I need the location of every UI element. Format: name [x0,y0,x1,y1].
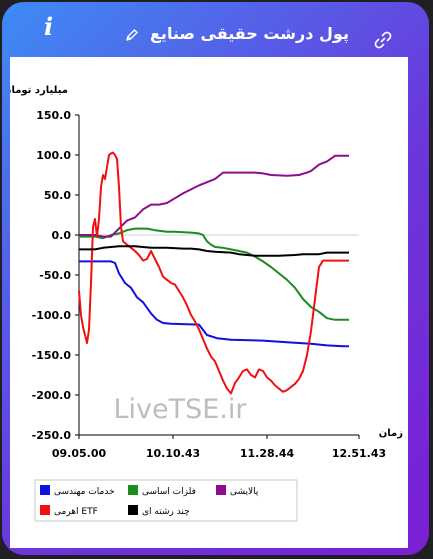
x-tick-label: 10.10.43 [146,447,200,460]
link-icon[interactable] [374,31,392,49]
pencil-icon[interactable] [125,28,139,42]
watermark: LiveTSE.ir [113,394,247,425]
y-tick-label: 50.0 [44,189,71,202]
header-bar: i پول درشت حقیقی صنایع [2,2,429,56]
x-tick-label: 09.05.00 [52,447,107,460]
legend-swatch [128,505,138,515]
x-tick-label: 11.28.44 [240,447,295,460]
series-line-2 [79,154,349,238]
legend-swatch [128,485,138,495]
y-tick-label: -200.0 [32,389,72,402]
y-tick-label: 0.0 [52,229,72,242]
legend-box [34,479,298,522]
y-tick-label: 150.0 [36,109,71,122]
y-tick-label: -100.0 [32,309,72,322]
y-tick-label: 100.0 [36,149,71,162]
series-line-0 [79,260,349,348]
app-card: i پول درشت حقیقی صنایع 150.0 100.0 50.0 0.0… [2,2,429,555]
y-axis-title: میلیارد تومان [10,85,68,96]
legend-swatch [40,485,50,495]
legend-swatch [216,485,226,495]
line-chart: 150.0 100.0 50.0 0.0 -50.0 -100.0 -150.0 -200.0… [3,85,403,522]
legend-label: خدمات مهندسی [54,487,115,497]
series-line-1 [79,227,349,321]
x-tick-label: 12.51.43 [332,447,386,460]
series-line-3 [78,151,349,395]
y-tick-label: -50.0 [39,269,71,282]
legend-label: فلزات اساسی [142,487,196,497]
x-axis-title: زمان [379,428,403,439]
legend-swatch [40,505,50,515]
y-tick-label: -250.0 [32,429,72,442]
chart-panel: 150.0 100.0 50.0 0.0 -50.0 -100.0 -150.0 -200.0… [3,57,408,548]
legend-label: چند رشته ای [142,507,190,517]
page-title: پول درشت حقیقی صنایع [150,24,349,43]
legend-label: اهرمی ETF [54,507,98,517]
info-icon[interactable]: i [44,12,54,41]
series-line-4 [79,245,349,257]
y-tick-label: -150.0 [32,349,72,362]
legend-label: پالایشی [230,487,259,497]
